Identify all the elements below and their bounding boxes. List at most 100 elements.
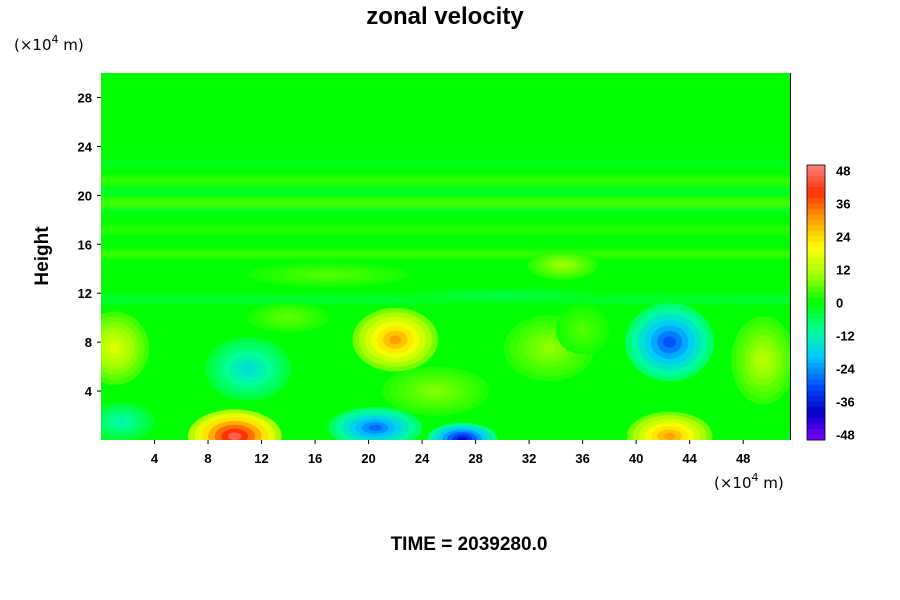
- x-tick-label: 48: [736, 451, 750, 466]
- layer-band-7: [101, 159, 790, 168]
- colorbar-segment: [807, 291, 825, 298]
- y-tick-label: 20: [78, 188, 92, 203]
- velocity-feature-13: [527, 250, 598, 280]
- x-tick-label: 24: [415, 451, 430, 466]
- colorbar-segment: [807, 225, 825, 232]
- contour-level: [758, 354, 768, 367]
- colorbar-tick-label: -12: [836, 329, 855, 344]
- layer-band-3: [101, 207, 790, 216]
- colorbar-segment: [807, 220, 825, 226]
- velocity-feature-8: [101, 311, 150, 385]
- colorbar-tick-label: 36: [836, 197, 850, 212]
- contour-level: [427, 387, 444, 395]
- colorbar-segment: [807, 247, 825, 254]
- colorbar-segment: [807, 258, 825, 265]
- y-axis-unit: (×104 m): [14, 33, 84, 54]
- colorbar-segment: [807, 423, 825, 430]
- colorbar-segment: [807, 209, 825, 215]
- contour-level: [242, 364, 255, 374]
- colorbar-tick-label: 24: [836, 230, 851, 245]
- colorbar-segment: [807, 374, 825, 380]
- colorbar-segment: [807, 236, 825, 243]
- colorbar-segment: [807, 297, 825, 303]
- colorbar-segment: [807, 407, 825, 413]
- x-tick-label: 32: [522, 451, 536, 466]
- velocity-feature-15: [395, 288, 610, 303]
- colorbar-segment: [807, 286, 825, 292]
- colorbar-segment: [807, 341, 825, 347]
- colorbar-segment: [807, 269, 825, 276]
- y-axis-ticks: 4 8 12 16 20 24 28: [78, 90, 101, 399]
- colorbar-segment: [807, 434, 825, 441]
- colorbar: 48 36 24 12 0 -12 -24 -36 -48: [806, 164, 856, 443]
- x-tick-label: 28: [468, 451, 482, 466]
- colorbar-frame: [806, 164, 826, 441]
- y-tick-label: 24: [78, 139, 93, 154]
- colorbar-segment: [807, 396, 825, 402]
- colorbar-segment: [807, 231, 825, 237]
- x-tick-label: 12: [254, 451, 268, 466]
- colorbar-segment: [807, 368, 825, 375]
- colorbar-segment: [807, 324, 825, 331]
- x-tick-label: 8: [204, 451, 211, 466]
- colorbar-segment: [807, 214, 825, 221]
- colorbar-segment: [807, 401, 825, 408]
- colorbar-segment: [807, 363, 825, 369]
- heatmap-field: [101, 73, 790, 440]
- velocity-feature-6: [205, 337, 291, 401]
- colorbar-segment: [807, 165, 825, 171]
- x-tick-label: 40: [629, 451, 643, 466]
- colorbar-tick-label: -48: [836, 428, 855, 443]
- contour-level: [368, 424, 382, 431]
- colorbar-segment: [807, 192, 825, 199]
- time-label: TIME = 2039280.0: [391, 534, 548, 555]
- x-axis-ticks: 4 8 12 16 20 24 28 32 36 40 44 48: [151, 440, 750, 466]
- layer-band-1: [101, 250, 790, 259]
- colorbar-segment: [807, 176, 825, 182]
- x-tick-label: 36: [575, 451, 589, 466]
- velocity-feature-1: [352, 307, 439, 372]
- y-tick-label: 12: [78, 286, 92, 301]
- colorbar-tick-label: 0: [836, 296, 843, 311]
- x-tick-label: 20: [361, 451, 375, 466]
- y-tick-label: 16: [78, 237, 92, 252]
- contour-level: [542, 343, 556, 353]
- layer-band-5: [101, 187, 790, 196]
- colorbar-segment: [807, 418, 825, 424]
- colorbar-segment: [807, 390, 825, 397]
- contour-level: [557, 262, 568, 268]
- colorbar-segment: [807, 170, 825, 177]
- colorbar-tick-label: 48: [836, 164, 850, 179]
- contour-level: [282, 315, 295, 320]
- colorbar-segment: [807, 330, 825, 336]
- y-tick-label: 28: [78, 90, 92, 105]
- contour-level: [663, 336, 676, 348]
- contour-level: [389, 335, 402, 345]
- colorbar-segment: [807, 412, 825, 419]
- x-tick-label: 16: [308, 451, 322, 466]
- velocity-feature-4: [328, 406, 423, 440]
- colorbar-tick-label: 12: [836, 263, 850, 278]
- chart-title: zonal velocity: [366, 3, 524, 30]
- colorbar-segment: [807, 187, 825, 193]
- velocity-feature-12: [381, 366, 489, 416]
- velocity-feature-7: [101, 402, 155, 440]
- colorbar-tick-label: -24: [836, 362, 856, 377]
- colorbar-segment: [807, 198, 825, 204]
- colorbar-segment: [807, 379, 825, 386]
- colorbar-segment: [807, 357, 825, 364]
- contour-level: [578, 326, 587, 334]
- colorbar-tick-label: -36: [836, 395, 855, 410]
- colorbar-segment: [807, 275, 825, 281]
- colorbar-segment: [807, 203, 825, 210]
- colorbar-segment: [807, 335, 825, 342]
- x-tick-label: 4: [151, 451, 159, 466]
- y-axis-label: Height: [32, 226, 53, 286]
- colorbar-segment: [807, 302, 825, 309]
- colorbar-segment: [807, 352, 825, 358]
- contour-level: [457, 436, 468, 440]
- colorbar-segment: [807, 280, 825, 287]
- velocity-feature-16: [555, 305, 610, 355]
- velocity-feature-10: [731, 316, 790, 405]
